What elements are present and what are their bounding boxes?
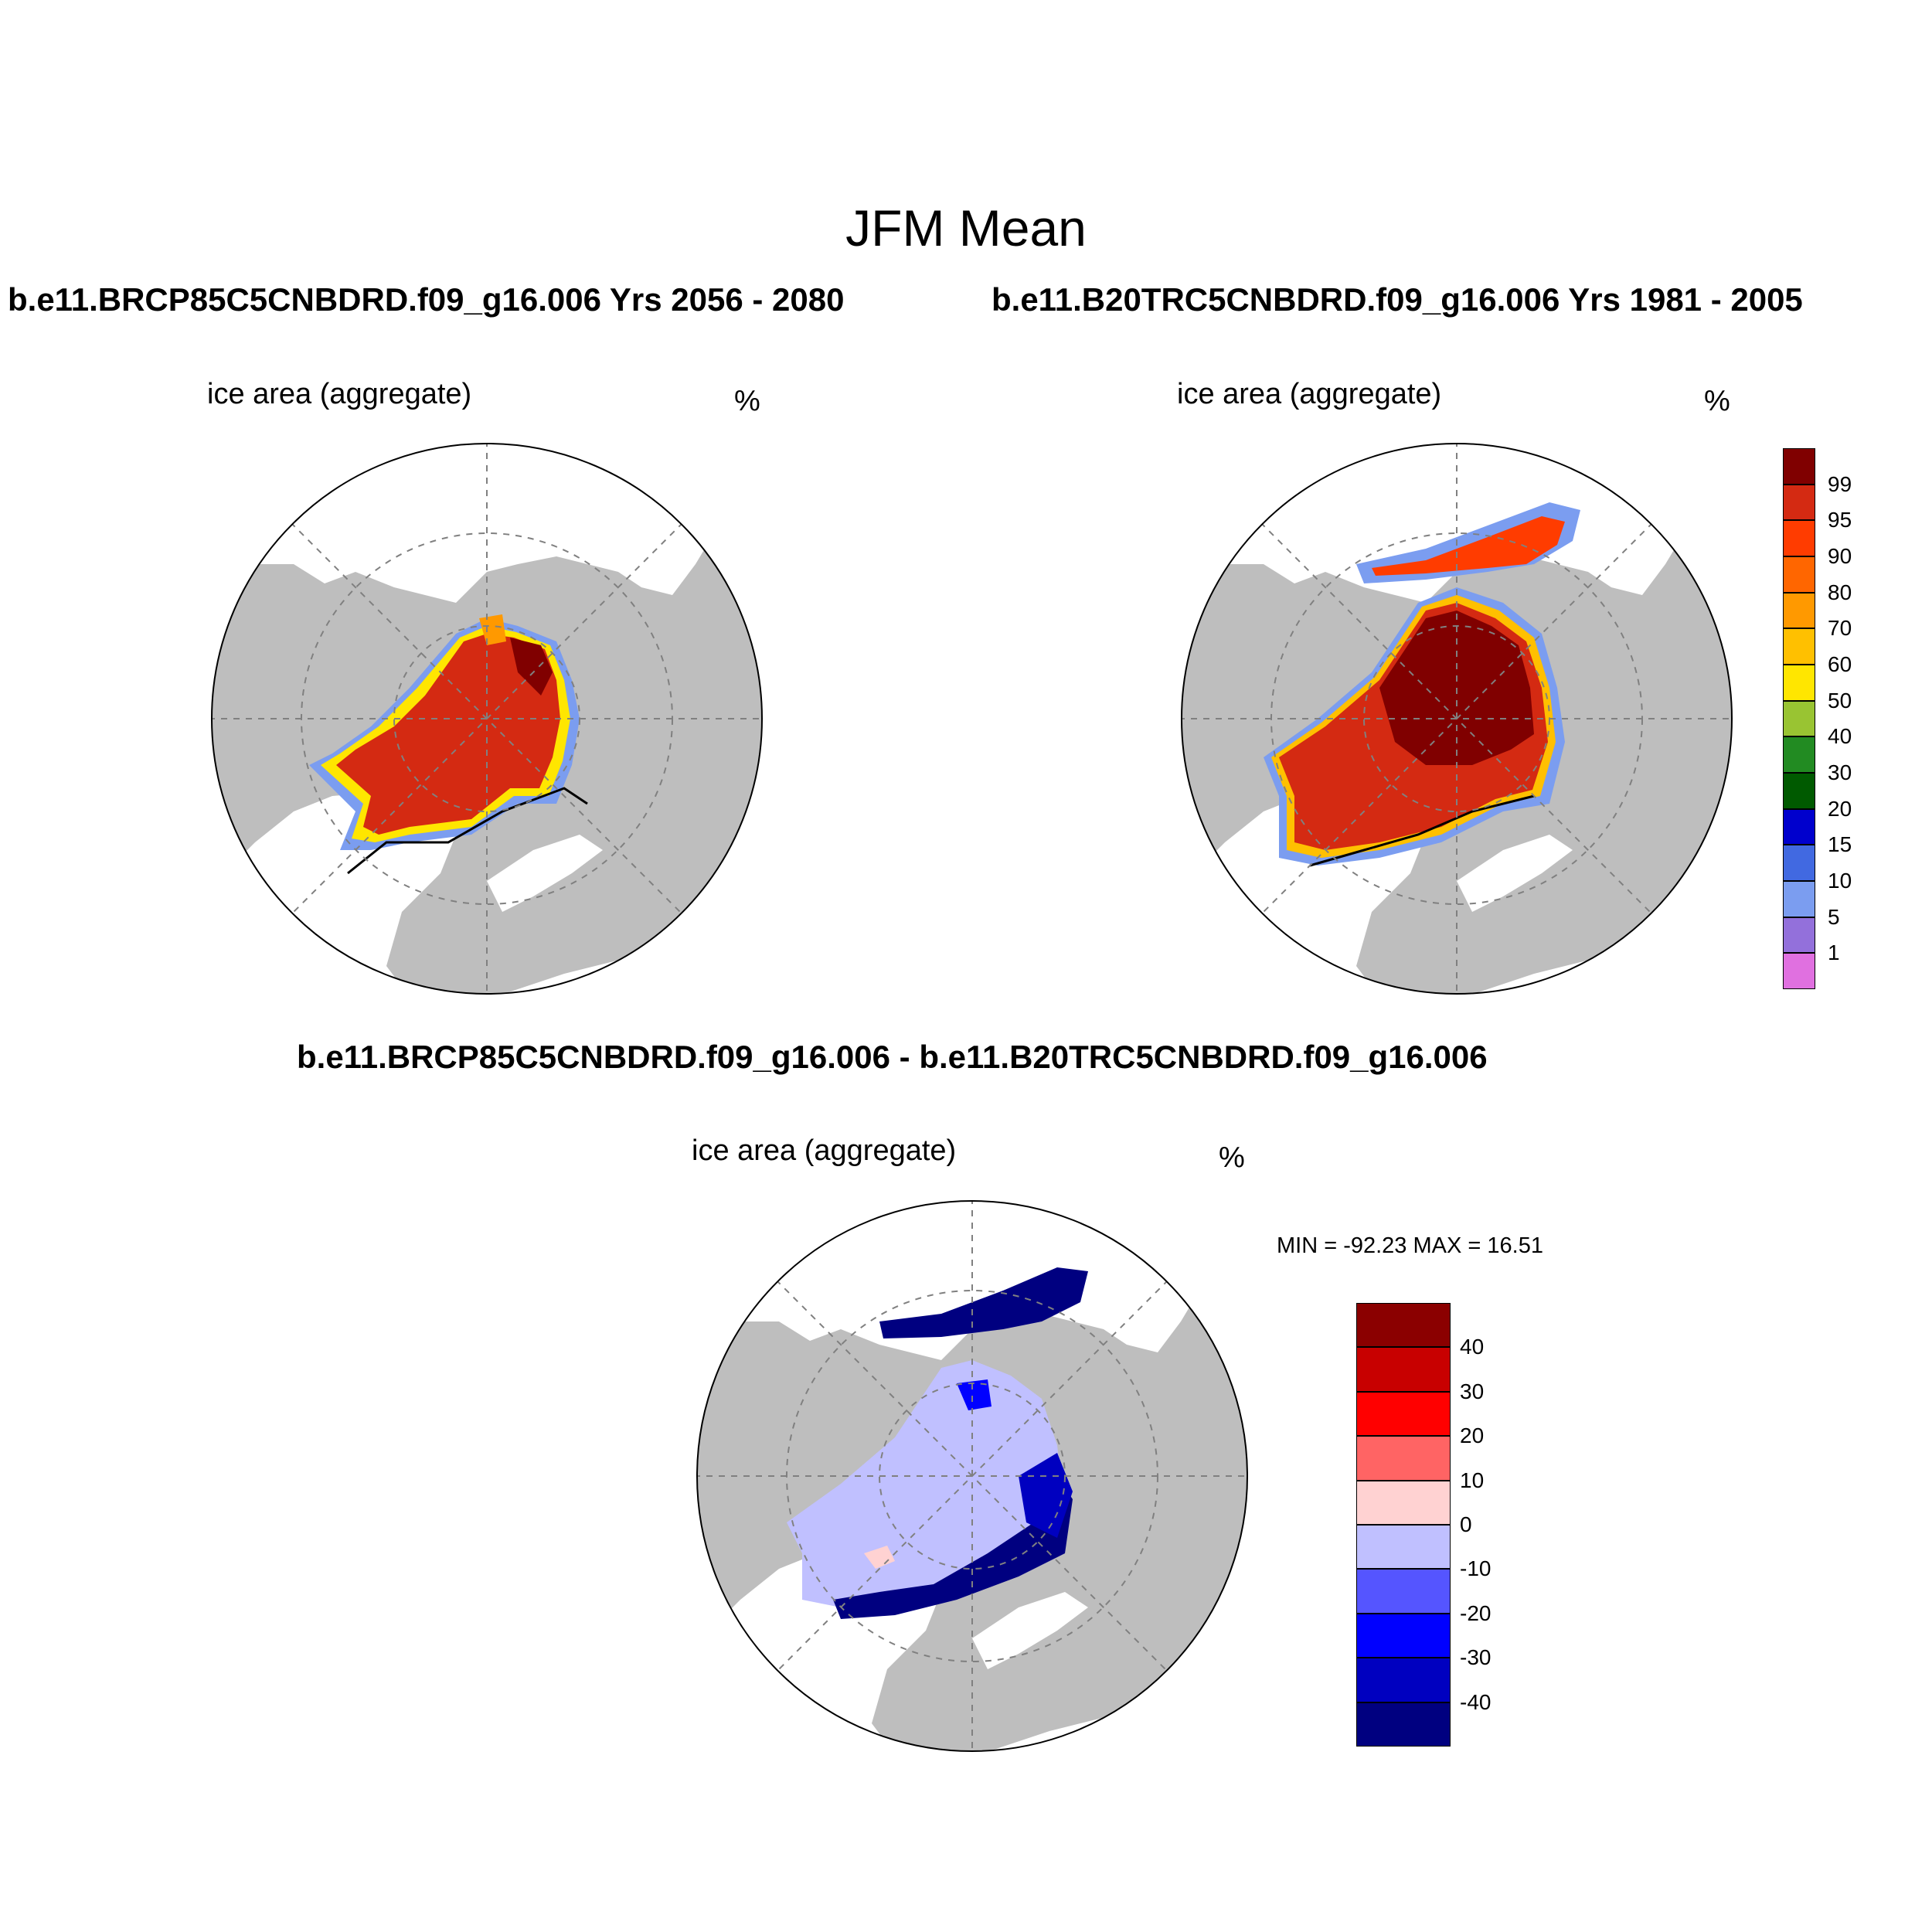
colorbar-label: 5 xyxy=(1828,904,1840,929)
colorbar-label: 99 xyxy=(1828,471,1852,496)
sea-ice-thick xyxy=(510,638,553,696)
colorbar-swatch xyxy=(1783,736,1815,773)
colorbar-swatch xyxy=(1783,628,1815,665)
colorbar-label: 15 xyxy=(1828,832,1852,857)
sea-ice-bering-core xyxy=(1372,516,1565,576)
colorbar-label: 10 xyxy=(1460,1468,1485,1492)
right-panel-variable: ice area (aggregate) xyxy=(1177,378,1442,410)
colorbar-label: 95 xyxy=(1828,508,1852,532)
colorbar-swatch xyxy=(1356,1391,1451,1437)
colorbar-label: 70 xyxy=(1828,616,1852,641)
colorbar-label: -30 xyxy=(1460,1645,1492,1670)
map-border xyxy=(696,1200,1248,1752)
colorbar-label: 20 xyxy=(1828,796,1852,821)
map-border xyxy=(211,443,763,995)
diff-barents-loss xyxy=(833,1476,1073,1619)
colorbar-swatch xyxy=(1356,1480,1451,1525)
map-historical-ice-area xyxy=(1181,443,1733,995)
colorbar-swatch xyxy=(1783,881,1815,917)
right-panel-units: % xyxy=(1704,385,1730,417)
colorbar-swatch xyxy=(1783,448,1815,485)
colorbar-label: -10 xyxy=(1460,1556,1492,1581)
colorbar-swatch xyxy=(1356,1347,1451,1392)
colorbar-label: 20 xyxy=(1460,1423,1485,1448)
colorbar-label: 40 xyxy=(1460,1335,1485,1359)
colorbar-label: -20 xyxy=(1460,1600,1492,1625)
diff-hudson-loss xyxy=(1019,1453,1073,1538)
colorbar-label: 80 xyxy=(1828,580,1852,604)
diff-panel-units: % xyxy=(1219,1141,1245,1174)
colorbar-label: -40 xyxy=(1460,1689,1492,1714)
figure-title: JFM Mean xyxy=(845,199,1087,257)
diff-okhotsk-loss xyxy=(957,1379,992,1410)
colorbar-swatch xyxy=(1356,1613,1451,1658)
colorbar-label: 1 xyxy=(1828,940,1840,965)
sea-ice-okhotsk xyxy=(479,614,506,645)
colorbar-swatch xyxy=(1783,808,1815,845)
ice-edge-line xyxy=(347,787,588,875)
colorbar-swatch xyxy=(1356,1702,1451,1747)
colorbar-swatch xyxy=(1783,484,1815,521)
colorbar-label: 40 xyxy=(1828,724,1852,749)
colorbar-swatch xyxy=(1356,1303,1451,1348)
left-case-title: b.e11.BRCP85C5CNBDRD.f09_g16.006 Yrs 205… xyxy=(8,281,845,318)
colorbar-swatch xyxy=(1783,592,1815,629)
meridian-line xyxy=(290,522,684,916)
colorbar-swatch xyxy=(1356,1436,1451,1481)
colorbar-swatch xyxy=(1783,773,1815,809)
ice-colorbar: 99 95 90 80 70 60 50 40 30 20 15 10 5 1 xyxy=(1783,448,1852,989)
sea-ice-core xyxy=(336,634,560,835)
colorbar-swatch xyxy=(1783,953,1815,989)
land-scandinavia xyxy=(1457,835,1573,912)
left-panel-units: % xyxy=(734,385,760,417)
colorbar-swatch xyxy=(1356,1525,1451,1570)
diff-panel-variable: ice area (aggregate) xyxy=(692,1134,957,1167)
map-difference-ice-area xyxy=(696,1200,1248,1752)
map-border xyxy=(1181,443,1733,995)
meridian-line xyxy=(775,1279,1169,1673)
right-case-title: b.e11.B20TRC5CNBDRD.f09_g16.006 Yrs 1981… xyxy=(992,281,1803,318)
colorbar-swatch xyxy=(1783,845,1815,881)
ice-edge-line xyxy=(1309,794,1535,867)
colorbar-swatch xyxy=(1783,917,1815,954)
diff-minmax: MIN = -92.23 MAX = 16.51 xyxy=(1277,1233,1543,1258)
colorbar-label: 50 xyxy=(1828,688,1852,713)
map-future-ice-area xyxy=(211,443,763,995)
meridian-line xyxy=(1260,522,1654,916)
difference-title: b.e11.BRCP85C5CNBDRD.f09_g16.006 - b.e11… xyxy=(297,1039,1488,1075)
colorbar-swatch xyxy=(1783,556,1815,593)
colorbar-label: 60 xyxy=(1828,652,1852,676)
land-scandinavia xyxy=(487,835,603,912)
colorbar-label: 30 xyxy=(1828,760,1852,784)
colorbar-label: 90 xyxy=(1828,544,1852,568)
left-panel-variable: ice area (aggregate) xyxy=(207,378,472,410)
colorbar-swatch xyxy=(1356,1658,1451,1702)
colorbar-swatch xyxy=(1783,665,1815,701)
diff-central-arctic xyxy=(787,1360,1063,1607)
land-scandinavia xyxy=(972,1592,1088,1669)
colorbar-swatch xyxy=(1783,700,1815,737)
colorbar-swatch xyxy=(1356,1569,1451,1614)
colorbar-label: 30 xyxy=(1460,1379,1485,1403)
colorbar-label: 0 xyxy=(1460,1512,1472,1536)
diff-labrador-gain xyxy=(864,1546,895,1569)
diff-colorbar: 40 30 20 10 0 -10 -20 -30 -40 xyxy=(1356,1303,1491,1747)
diff-bering-loss xyxy=(879,1267,1088,1338)
colorbar-swatch xyxy=(1783,520,1815,556)
colorbar-label: 10 xyxy=(1828,869,1852,893)
